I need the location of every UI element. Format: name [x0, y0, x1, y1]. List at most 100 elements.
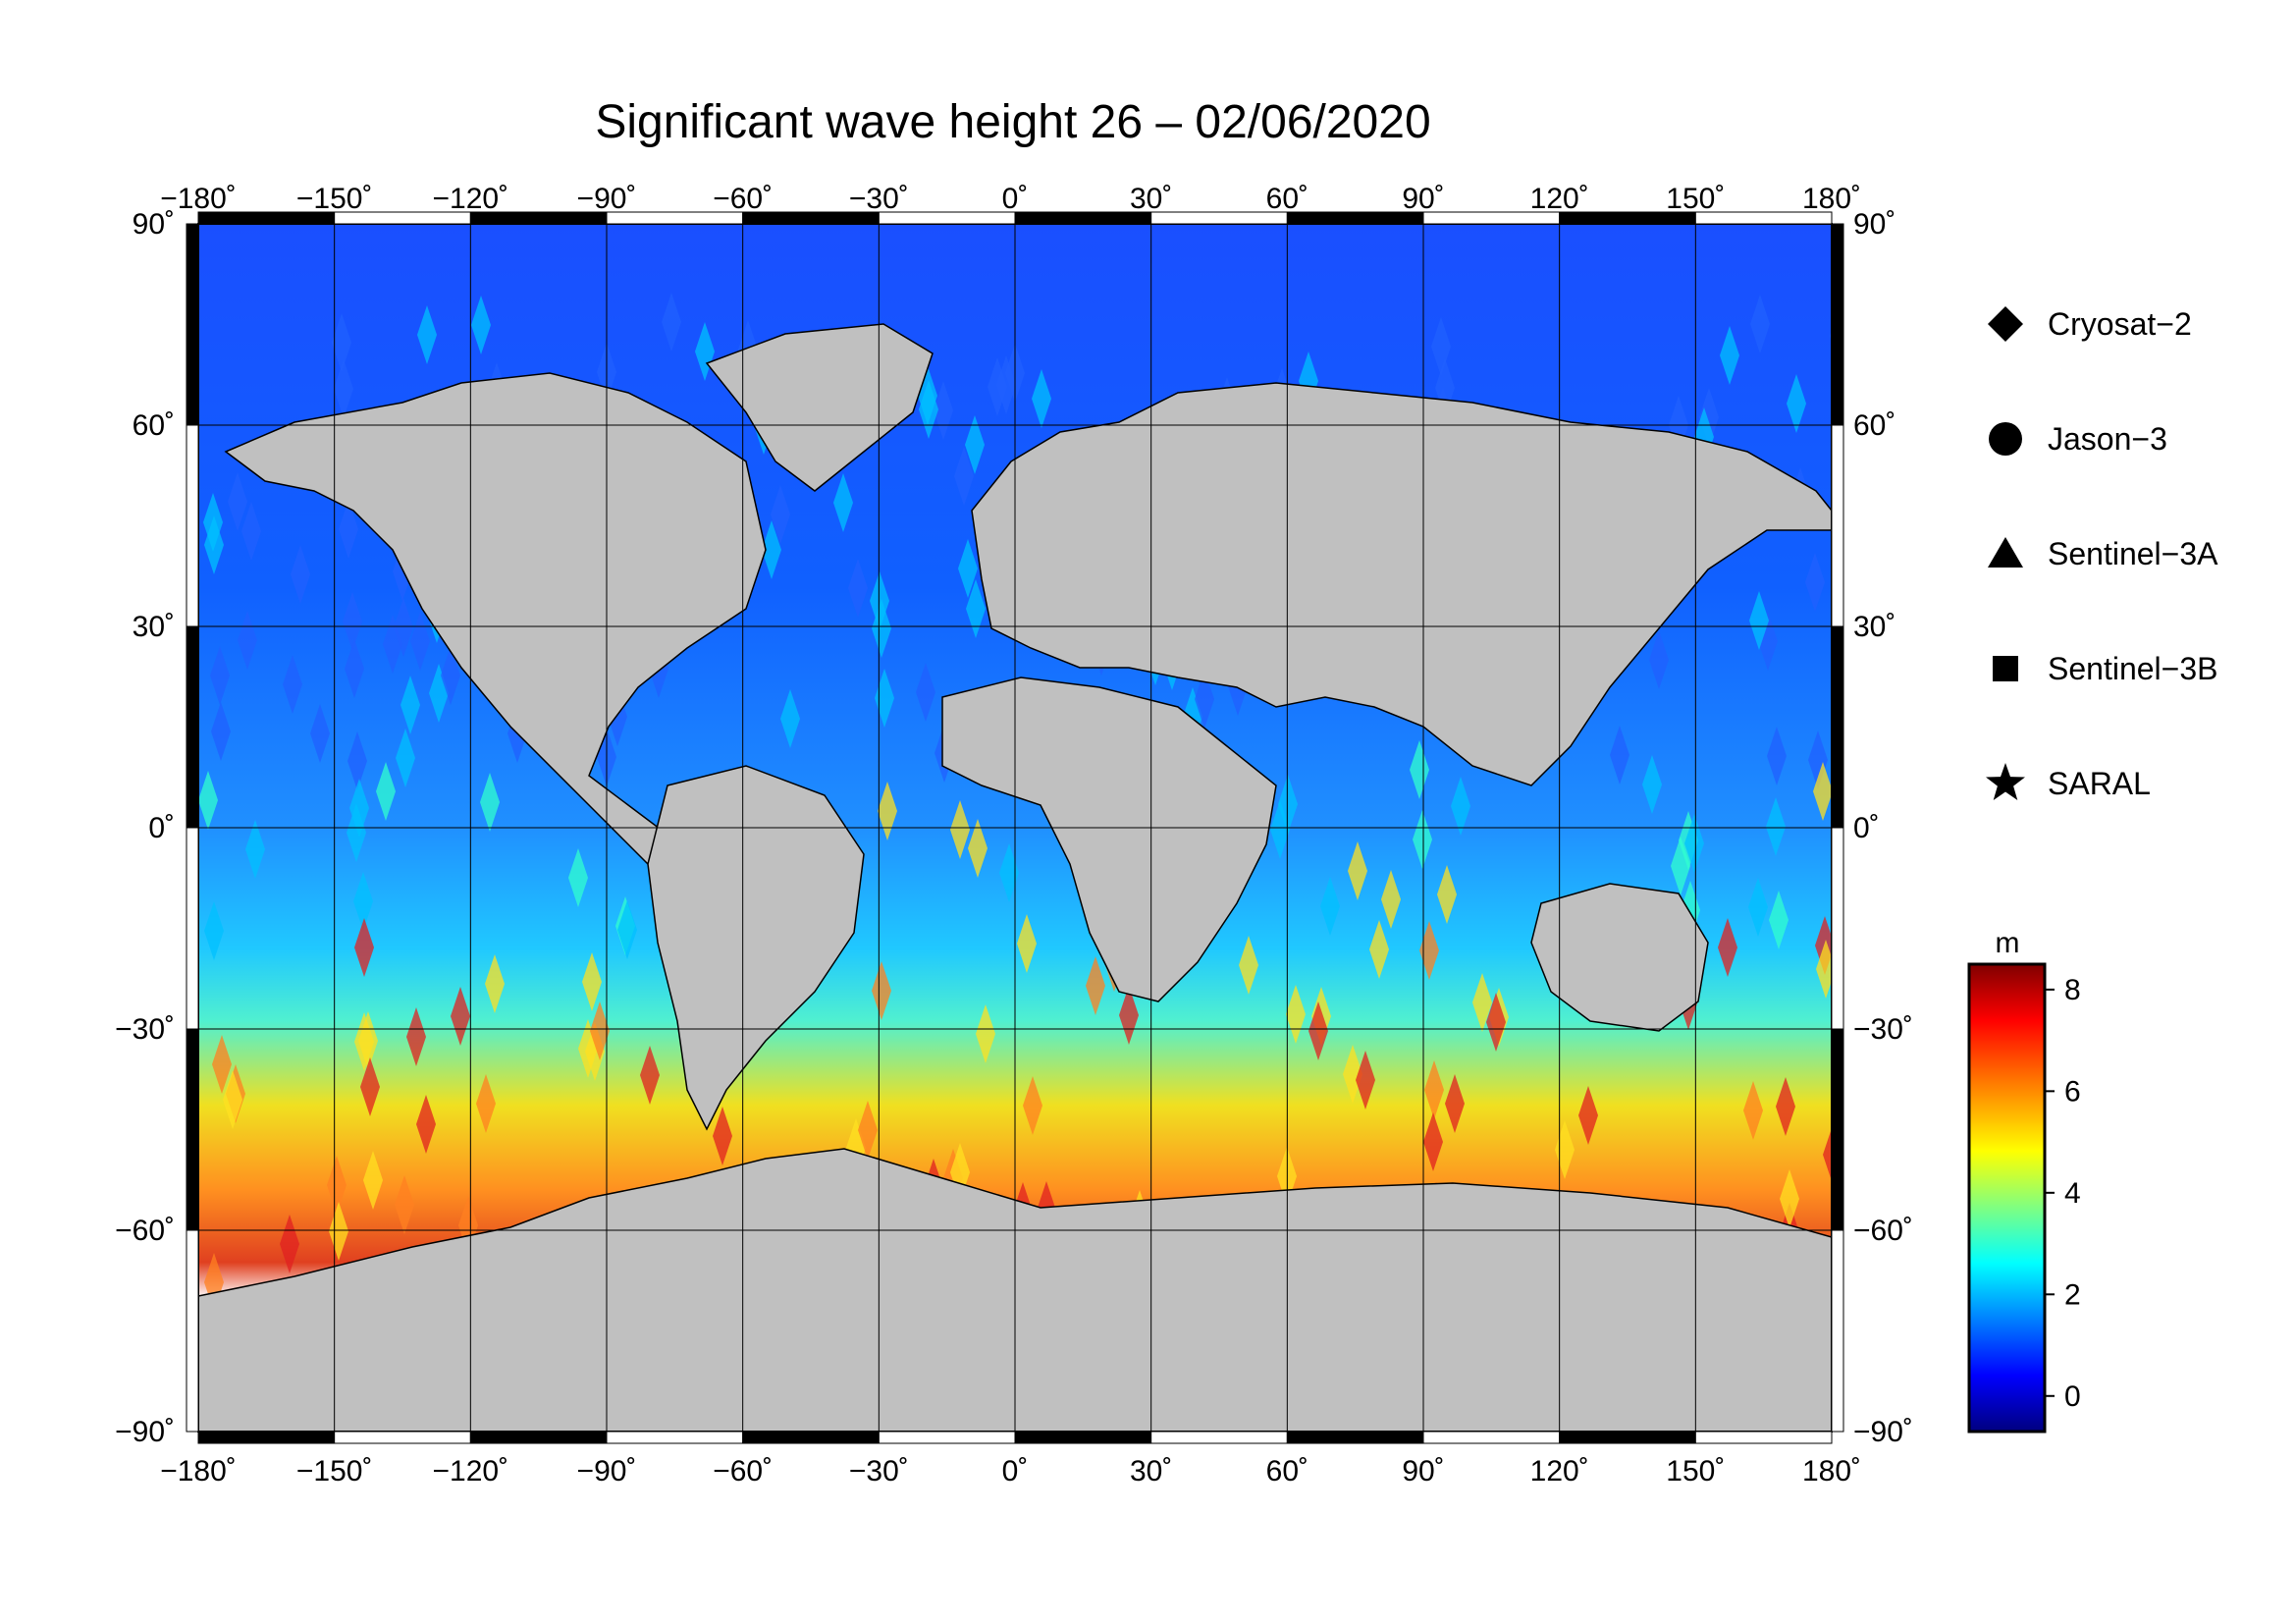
swath-segment [1823, 1128, 1832, 1181]
swath-segment [1086, 956, 1105, 1015]
frame-bar-left [186, 1028, 199, 1231]
swath-segment [353, 872, 373, 931]
swath-segment [212, 1035, 232, 1094]
lat-label-left: 90˚ [133, 208, 175, 241]
swath-segment [590, 1001, 610, 1060]
wave-height-colorbar: m 8 6 4 2 0 [1967, 927, 2081, 1434]
legend-triangle-icon [1988, 537, 2023, 568]
frame-bar-bottom [742, 1431, 880, 1444]
swath-segment [1356, 1051, 1375, 1109]
swath-segment [916, 663, 935, 722]
swath-segment [958, 539, 978, 598]
swath-segment [349, 779, 369, 838]
frame-bar-bottom [1422, 1431, 1561, 1444]
swath-segment [291, 545, 310, 604]
swath-segment [480, 773, 500, 832]
lat-label-left: 0˚ [148, 812, 175, 844]
swath-segment [1431, 317, 1451, 376]
swath-segment [1381, 870, 1401, 929]
legend-diamond-icon [1988, 306, 2023, 342]
swath-segment [771, 485, 790, 544]
frame-bar-bottom [197, 1431, 336, 1444]
legend-square-icon [1993, 656, 2018, 681]
swath-segment [968, 819, 988, 878]
swath-segment [441, 646, 460, 705]
frame-bar-right [1831, 424, 1844, 627]
swath-segment [1748, 878, 1768, 937]
swath-segment [999, 843, 1019, 902]
swath-segment [204, 901, 224, 960]
swath-segment [1348, 841, 1367, 900]
swath-segment [1451, 777, 1470, 836]
swath-segment [1743, 1081, 1763, 1140]
frame-bar-bottom [1694, 1431, 1833, 1444]
colorbar-tick-label: 6 [2064, 1075, 2081, 1108]
lat-label-right: −30˚ [1853, 1013, 1913, 1046]
swath-segment [950, 800, 970, 859]
map-area [198, 224, 1832, 1432]
swath-segment [872, 961, 891, 1020]
swath-segment [332, 313, 351, 372]
colorbar-tick-label: 8 [2064, 974, 2081, 1006]
swath-segment [640, 1046, 660, 1105]
swath-segment [223, 1070, 242, 1129]
frame-bar-bottom [1150, 1431, 1288, 1444]
lon-label-top: 30˚ [1130, 183, 1172, 215]
swath-segment [878, 782, 897, 840]
swath-segment [1320, 877, 1340, 936]
lon-label-top: −180˚ [160, 183, 237, 215]
swath-segment [1642, 755, 1662, 814]
swath-segment [872, 599, 891, 658]
swath-segment [376, 762, 396, 821]
swath-segment [238, 611, 257, 670]
frame-bar-top [1694, 211, 1833, 225]
colorbar-tick-label: 4 [2064, 1177, 2081, 1210]
frame-bar-right [1831, 1028, 1844, 1231]
swath-segment [416, 1095, 436, 1154]
lat-label-right: 0˚ [1853, 812, 1880, 844]
swath-segment [241, 502, 261, 561]
swath-segment [965, 415, 985, 474]
latitude-labels-right: 90˚ 60˚ 30˚ 0˚ −30˚ −60˚ −90˚ [1853, 208, 1913, 1448]
swath-segment [228, 472, 247, 531]
land-eurasia [971, 382, 1832, 786]
legend-label: Jason−3 [2048, 421, 2167, 457]
swath-segment [1816, 940, 1832, 999]
lon-label-top: 150˚ [1666, 183, 1725, 215]
swath-segment [343, 592, 362, 651]
lon-label-bottom: 180˚ [1802, 1455, 1861, 1488]
colorbar-ramp [1967, 962, 2047, 1434]
swath-segment [966, 579, 986, 638]
swath-segment [358, 1011, 378, 1070]
legend-star-icon [1986, 763, 2025, 800]
swath-segment [345, 639, 364, 698]
swath-segment [1023, 1076, 1042, 1135]
legend-label: Cryosat−2 [2048, 306, 2192, 342]
swath-segment [875, 669, 894, 728]
lon-label-top: −120˚ [433, 183, 509, 215]
swath-segment [1718, 918, 1737, 977]
lon-label-top: −150˚ [296, 183, 373, 215]
swath-segment [1649, 630, 1669, 689]
longitude-labels-top: −180˚ −150˚ −120˚ −90˚ −60˚ −30˚ 0˚ 30˚ 60˚ 90˚ 12… [160, 183, 1861, 215]
lat-label-right: 30˚ [1853, 611, 1896, 643]
legend-label: SARAL [2048, 766, 2151, 801]
lon-label-top: 120˚ [1530, 183, 1589, 215]
lon-label-bottom: −150˚ [296, 1455, 373, 1488]
swath-segment [339, 500, 358, 559]
swath-segment [327, 1156, 347, 1215]
swath-segment [1720, 326, 1739, 385]
swath-segment [1369, 920, 1389, 979]
swath-segment [347, 731, 367, 790]
graticule [198, 224, 1832, 1432]
lat-label-right: −60˚ [1853, 1215, 1913, 1247]
swath-segment [1410, 740, 1429, 799]
swath-segment [1195, 670, 1214, 729]
lat-label-right: −90˚ [1853, 1416, 1913, 1448]
swath-segment [1805, 553, 1825, 612]
swath-segment [451, 987, 470, 1046]
swath-segment [582, 952, 602, 1011]
swath-segment [1017, 914, 1037, 973]
swath-segment [406, 1007, 426, 1066]
